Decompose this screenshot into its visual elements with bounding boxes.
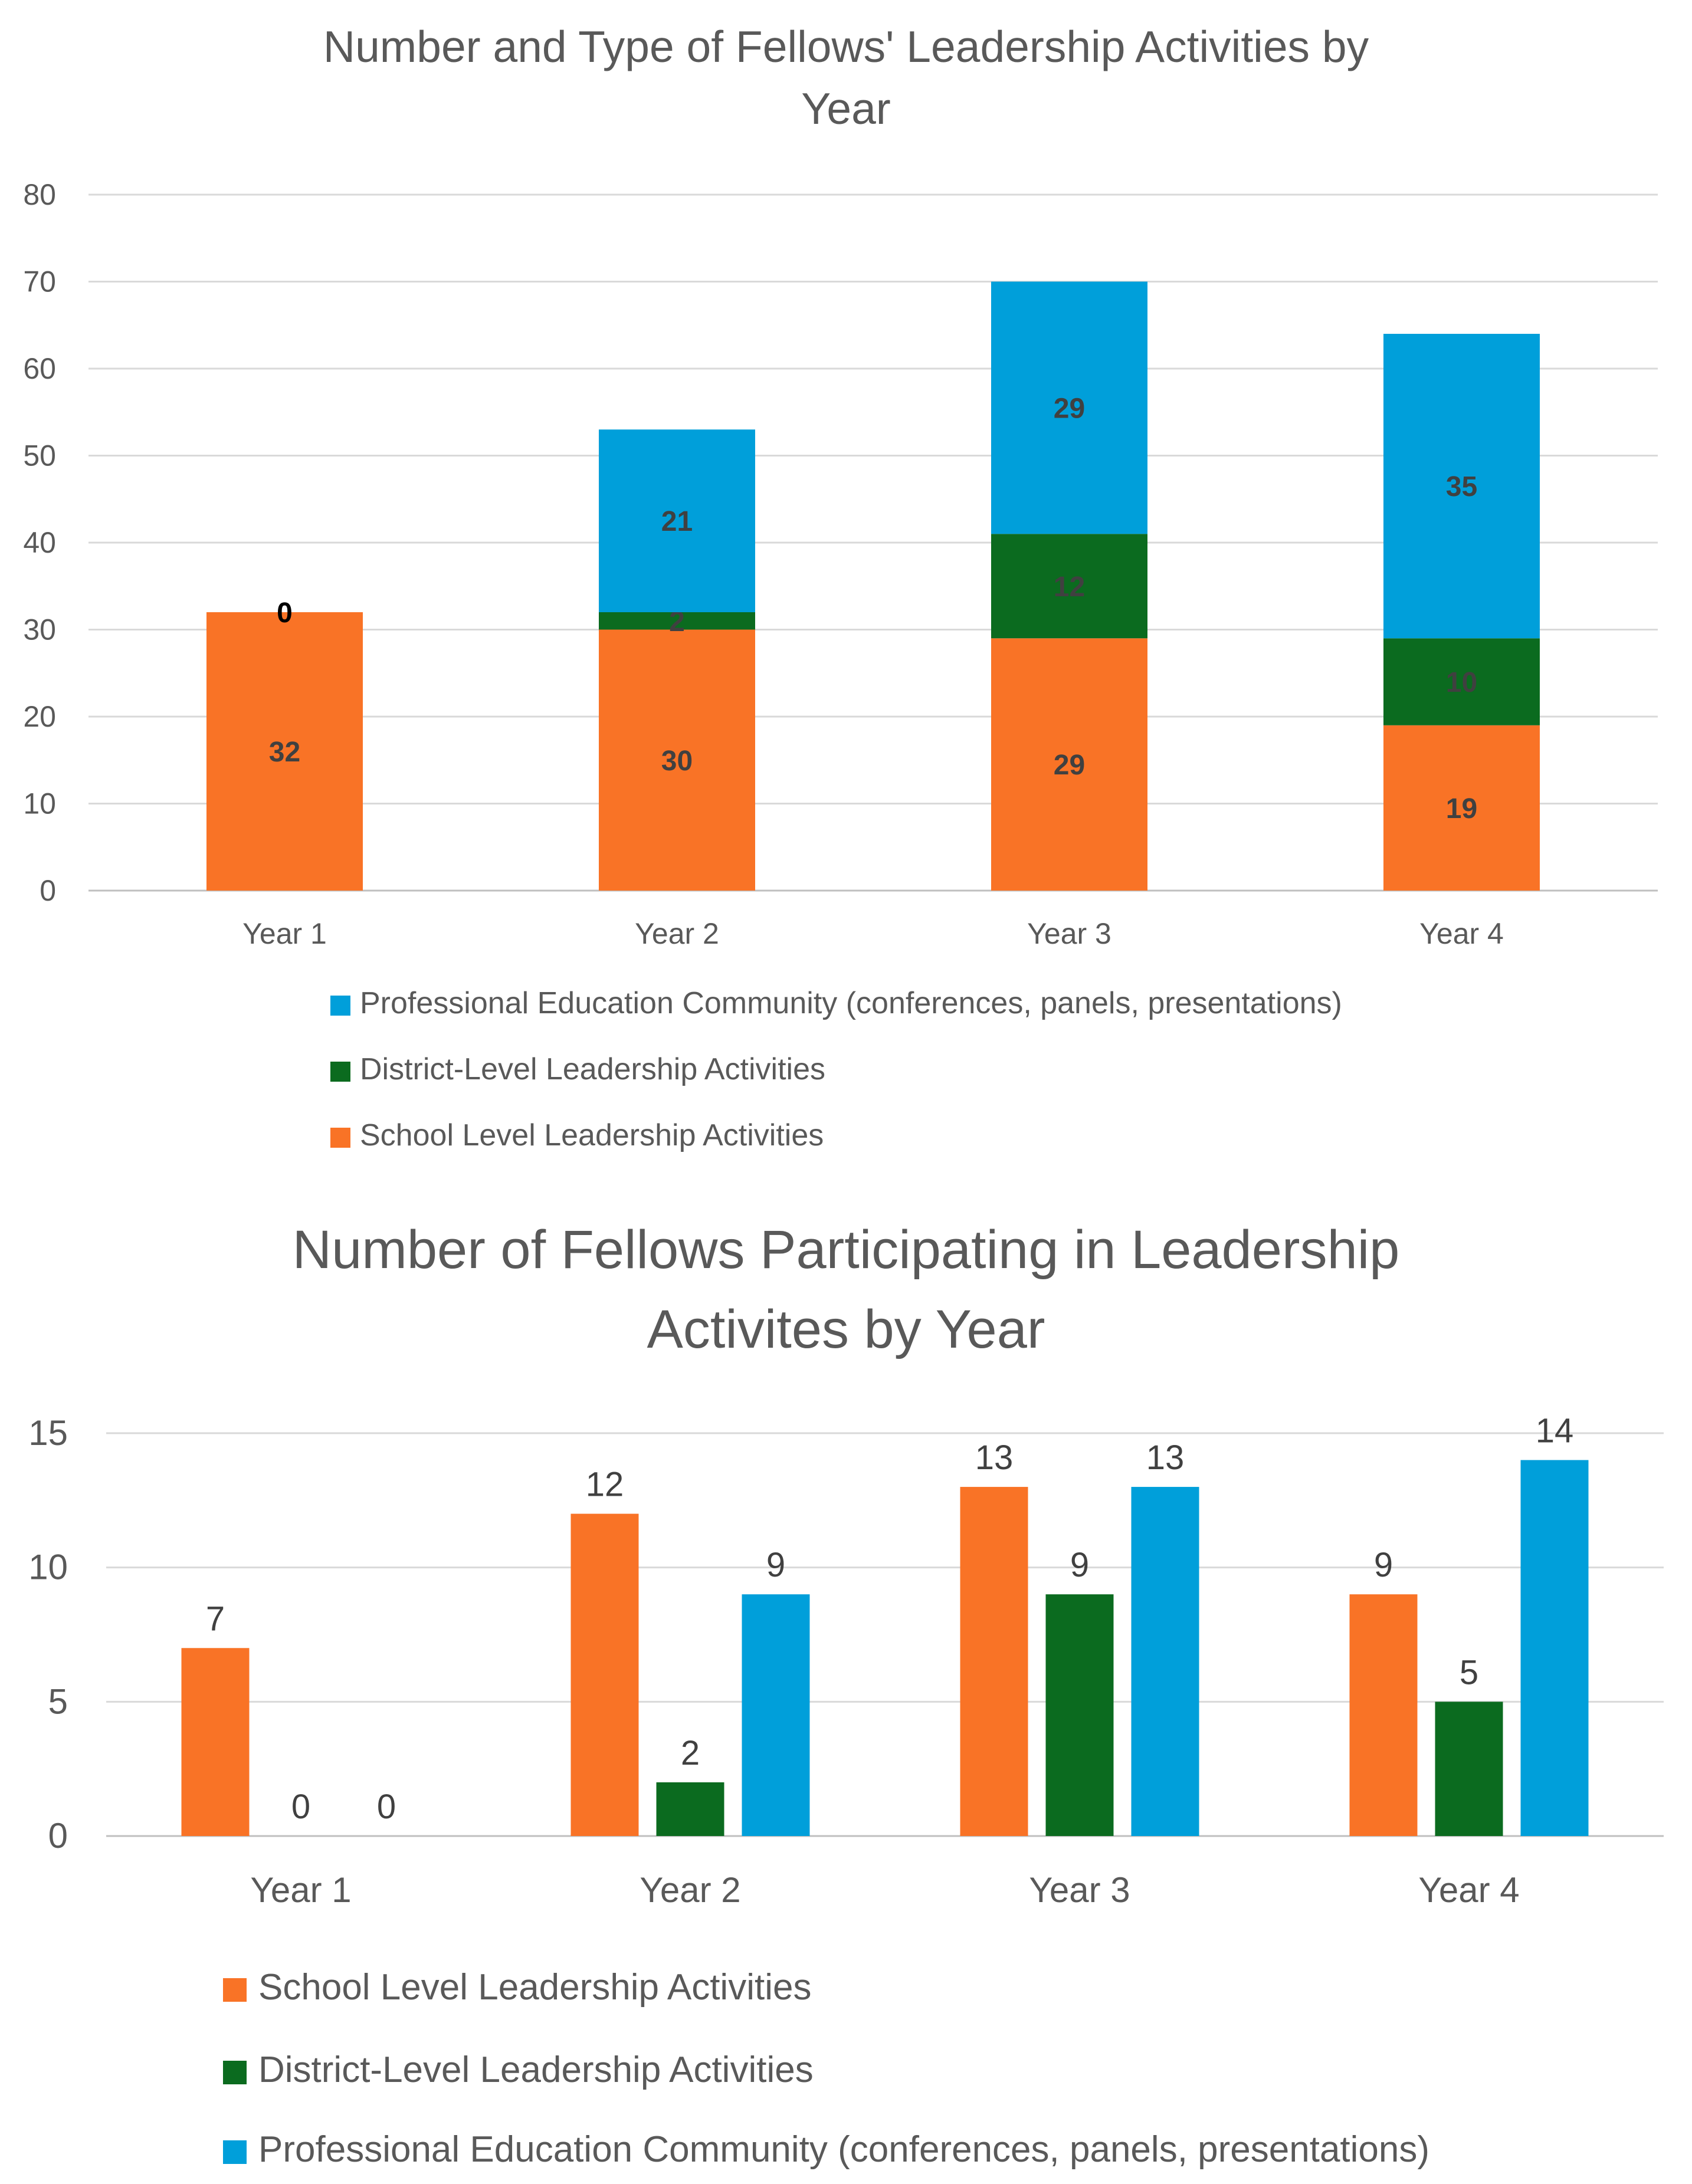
data-label: 0 — [277, 597, 293, 629]
chart-title-line-1: Number of Fellows Participating in Leade… — [293, 1220, 1400, 1280]
data-label: 10 — [1446, 667, 1477, 698]
chart-title-line-1: Number and Type of Fellows' Leadership A… — [323, 22, 1369, 71]
bar-school-level — [960, 1487, 1028, 1836]
data-label: 12 — [586, 1466, 624, 1504]
data-label: 9 — [1070, 1546, 1089, 1584]
bar-district-level — [656, 1782, 724, 1836]
data-label: 0 — [291, 1788, 310, 1826]
legend-swatch — [223, 2061, 247, 2084]
bar-district-level — [1045, 1594, 1114, 1836]
x-tick-label: Year 3 — [1027, 917, 1111, 950]
bar-school-level — [181, 1648, 250, 1836]
bar-professional-education — [1520, 1460, 1589, 1836]
data-label: 2 — [681, 1734, 700, 1772]
bar-segment-school-level — [1383, 725, 1540, 891]
data-label: 9 — [1374, 1546, 1393, 1584]
x-tick-label: Year 1 — [250, 1870, 351, 1910]
legend-swatch — [223, 1978, 247, 2002]
legend-label: School Level Leadership Activities — [360, 1118, 824, 1152]
legend-label: Professional Education Community (confer… — [258, 2129, 1429, 2170]
data-label: 5 — [1460, 1653, 1478, 1692]
data-label: 29 — [1054, 393, 1085, 424]
y-tick-label: 0 — [48, 1816, 68, 1855]
data-label: 35 — [1446, 471, 1477, 503]
data-label: 13 — [1146, 1439, 1185, 1477]
y-tick-label: 70 — [23, 265, 56, 298]
y-tick-label: 50 — [23, 439, 56, 472]
chart-title-line-2: Activites by Year — [647, 1299, 1045, 1359]
x-tick-label: Year 4 — [1419, 917, 1504, 950]
data-label: 32 — [269, 737, 300, 768]
legend-label: District-Level Leadership Activities — [258, 2050, 814, 2090]
y-tick-label: 0 — [40, 874, 56, 907]
y-tick-label: 60 — [23, 352, 56, 385]
data-label: 13 — [975, 1439, 1014, 1477]
y-tick-label: 10 — [23, 787, 56, 820]
y-tick-label: 30 — [23, 613, 56, 646]
legend-label: District-Level Leadership Activities — [360, 1052, 825, 1086]
y-tick-label: 80 — [23, 178, 56, 211]
x-tick-label: Year 2 — [640, 1870, 740, 1910]
bar-segment-district-level — [1383, 638, 1540, 725]
data-label: 12 — [1054, 572, 1085, 603]
chart-title-line-2: Year — [801, 84, 891, 133]
bar-district-level — [1435, 1702, 1503, 1836]
x-tick-label: Year 4 — [1418, 1870, 1519, 1910]
x-tick-label: Year 3 — [1029, 1870, 1130, 1910]
bar-segment-district-level — [991, 534, 1147, 639]
data-label: 19 — [1446, 793, 1477, 825]
data-label: 14 — [1536, 1412, 1574, 1450]
y-tick-label: 10 — [28, 1548, 68, 1587]
y-tick-label: 5 — [48, 1681, 68, 1721]
y-tick-label: 40 — [23, 526, 56, 559]
bar-school-level — [570, 1513, 639, 1836]
bar-segment-school-level — [599, 629, 755, 891]
bar-segment-district-level — [599, 612, 755, 630]
legend-swatch — [330, 996, 350, 1016]
data-label: 30 — [661, 745, 693, 777]
data-label: 9 — [766, 1546, 785, 1584]
legend-label: Professional Education Community (confer… — [360, 986, 1342, 1020]
legend-swatch — [330, 1062, 350, 1082]
y-tick-label: 15 — [28, 1413, 68, 1453]
bar-segment-professional-education — [1383, 334, 1540, 639]
bar-professional-education — [742, 1594, 810, 1836]
x-tick-label: Year 1 — [242, 917, 327, 950]
bar-segment-school-level — [206, 612, 363, 891]
x-tick-label: Year 2 — [635, 917, 719, 950]
legend-swatch — [223, 2140, 247, 2164]
bar-segment-professional-education — [991, 281, 1147, 534]
bar-school-level — [1349, 1594, 1418, 1836]
legend-label: School Level Leadership Activities — [258, 1967, 811, 2008]
grouped-bar-chart: Number of Fellows Participating in Leade… — [28, 1220, 1664, 2170]
data-label: 21 — [661, 506, 693, 537]
data-label: 0 — [377, 1788, 396, 1826]
legend-swatch — [330, 1128, 350, 1148]
y-tick-label: 20 — [23, 700, 56, 733]
data-label: 7 — [206, 1600, 225, 1638]
bar-segment-school-level — [991, 638, 1147, 891]
bar-segment-professional-education — [599, 429, 755, 612]
data-label: 29 — [1054, 750, 1085, 781]
bar-professional-education — [1131, 1487, 1199, 1836]
stacked-bar-chart: Number and Type of Fellows' Leadership A… — [23, 22, 1658, 1152]
